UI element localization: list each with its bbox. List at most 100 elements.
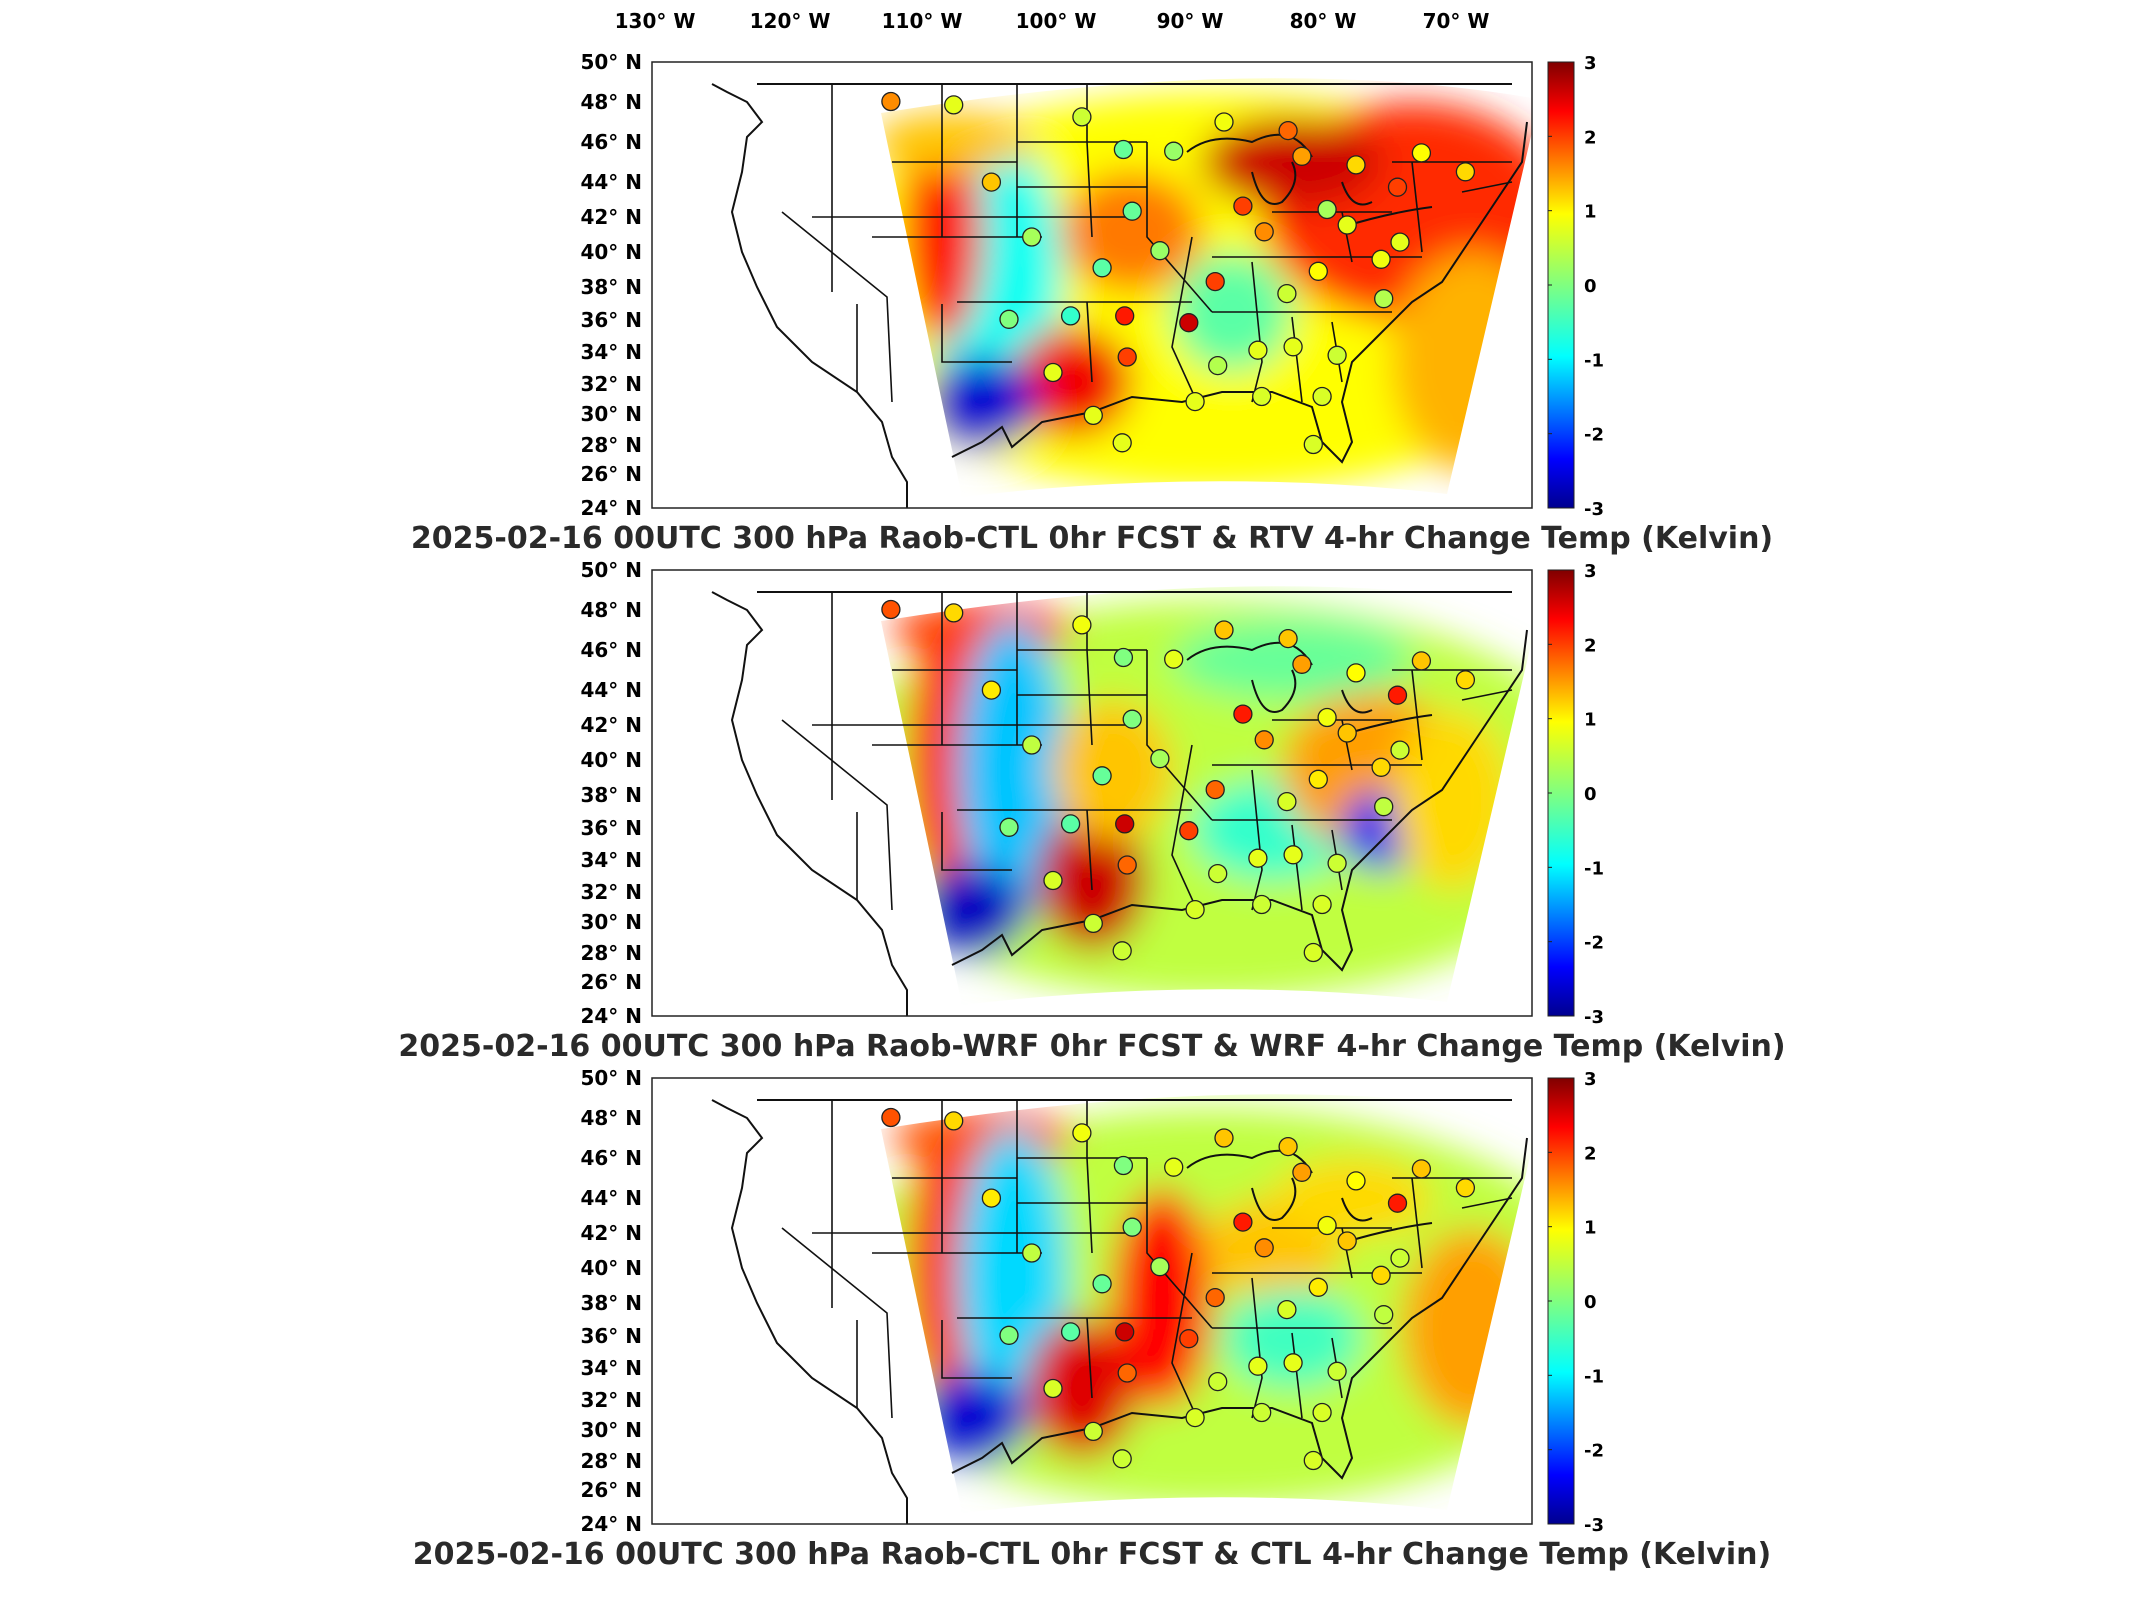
state-border [1146,142,1213,313]
raob-station-marker [1390,232,1410,252]
raob-station-marker [1083,913,1103,934]
lon-tick-label: 80° W [1290,9,1357,33]
gulf-east-coastline [951,121,1528,464]
raob-station-marker [1022,1243,1042,1263]
lat-tick-label: 40° N [580,748,642,772]
raob-station-marker [1022,227,1042,247]
raob-station-marker [1374,289,1394,309]
raob-station-marker [1092,1274,1112,1294]
state-border [1146,650,1213,821]
colorbar-tick-label: -3 [1584,499,1604,520]
lat-tick-label: 28° N [580,941,642,965]
raob-station-marker [1115,306,1135,326]
raob-station-marker [1112,1449,1132,1469]
colorbar-tick-label: 3 [1584,53,1597,74]
raob-stations [881,91,1476,455]
raob-station-marker [1327,853,1347,873]
raob-station-marker [1164,141,1184,161]
raob-station-marker [1092,258,1112,278]
raob-station-marker [1277,1299,1297,1320]
raob-station-marker [1179,821,1199,841]
raob-station-marker [1179,313,1199,333]
field-blob [1027,1318,1137,1458]
lat-tick-label: 48° N [580,90,642,114]
map-frame [651,61,1533,509]
raob-station-marker [1346,1171,1366,1191]
raob-station-marker [1072,107,1092,127]
colorbar-tick-label: -1 [1584,858,1604,879]
lat-tick-label: 50° N [580,1066,642,1090]
raob-station-marker [1233,196,1253,216]
raob-station-marker [1214,112,1234,132]
raob-station-marker [1043,1378,1063,1399]
longitude-axis: 130° W 120° W 110° W 100° W 90° W 80° W … [615,9,1490,33]
field-blob [1062,172,1202,292]
raob-station-marker [1233,1212,1253,1232]
raob-station-marker [1164,1157,1184,1177]
lat-tick-label: 38° N [580,1291,642,1315]
raob-station-marker [1308,261,1328,281]
raob-station-marker [1072,615,1092,635]
colorbar-tick-label: 1 [1584,1218,1597,1239]
raob-station-marker [981,680,1002,700]
lat-tick-label: 30° N [580,402,642,426]
raob-station-marker [1112,941,1132,961]
raob-station-marker [1083,1421,1103,1442]
great-lakes [1186,133,1433,228]
raob-station-marker [1374,1305,1394,1325]
raob-station-marker [1208,1371,1228,1392]
raob-station-marker [1205,779,1225,800]
colorbar-tick-label: -1 [1584,1366,1604,1387]
raob-station-marker [1346,663,1366,683]
raob-station-marker [1308,769,1328,789]
field-blob [1012,327,1132,437]
raob-station-marker [1113,1155,1134,1176]
state-border [1291,316,1303,403]
raob-station-marker [1185,1407,1205,1428]
state-border [1461,1197,1513,1209]
raob-station-marker [1205,1287,1225,1308]
raob-station-marker [1208,863,1228,884]
map-outlines [711,83,1528,508]
state-border [1086,809,1093,891]
colorbar-tick-label: 3 [1584,1069,1597,1090]
raob-station-marker [1043,362,1063,383]
raob-station-marker [1060,306,1081,326]
raob-station-marker [1117,855,1137,875]
raob-station-marker [1312,386,1332,407]
colorbar-scale [1547,61,1575,509]
lon-tick-label: 100° W [1016,9,1097,33]
colorbar-tick-label: 1 [1584,710,1597,731]
raob-station-marker [981,1188,1002,1208]
raob-station-marker [1254,1238,1274,1258]
raob-station-marker [944,95,964,115]
raob-station-marker [1092,766,1112,786]
colorbar-tick-label: 1 [1584,202,1597,223]
state-border [781,1227,893,1419]
raob-station-marker [1283,845,1303,865]
lat-tick-label: 48° N [580,1106,642,1130]
lon-tick-label: 90° W [1157,9,1224,33]
panel-title: 2025-02-16 00UTC 300 hPa Raob-WRF 0hr FC… [398,1029,1785,1064]
raob-station-marker [1254,730,1274,750]
raob-station-marker [1317,199,1337,220]
state-border [1291,824,1303,911]
lat-tick-label: 36° N [580,308,642,332]
raob-station-marker [1117,1363,1137,1383]
lon-tick-label: 130° W [615,9,696,33]
raob-station-marker [1283,337,1303,357]
colorbar-tick-label: -3 [1584,1515,1604,1536]
raob-station-marker [1312,1402,1332,1423]
colorbar-tick-label: 0 [1584,784,1597,805]
raob-station-marker [1043,870,1063,891]
lat-tick-label: 42° N [580,713,642,737]
great-lakes [1186,1149,1433,1244]
raob-station-marker [1387,1193,1408,1213]
state-border [1251,1277,1263,1419]
colorbar-tick-label: -1 [1584,350,1604,371]
raob-station-marker [1455,670,1476,690]
raob-station-marker [1411,651,1432,671]
map-panel: 50° N 48° N 46° N 44° N 42° N 40° N 38° N 36° N… [411,50,1773,556]
field-blob [1112,1188,1212,1408]
raob-station-marker [1150,749,1170,769]
